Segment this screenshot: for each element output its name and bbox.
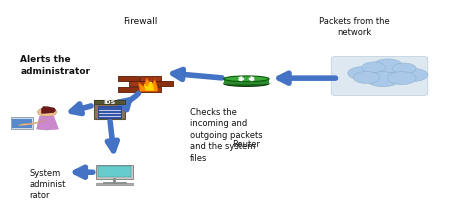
Text: System
administ
rator: System administ rator	[30, 169, 66, 200]
Circle shape	[366, 72, 400, 87]
FancyBboxPatch shape	[12, 119, 32, 128]
Text: Router: Router	[232, 140, 260, 149]
FancyBboxPatch shape	[11, 117, 34, 129]
FancyBboxPatch shape	[94, 100, 125, 119]
Bar	[118, 87, 139, 92]
Circle shape	[392, 63, 416, 74]
Polygon shape	[36, 117, 58, 130]
Ellipse shape	[224, 76, 269, 82]
Ellipse shape	[224, 81, 269, 87]
Circle shape	[358, 64, 398, 82]
FancyBboxPatch shape	[94, 100, 125, 104]
Polygon shape	[138, 78, 158, 92]
Bar	[152, 81, 173, 86]
FancyBboxPatch shape	[96, 165, 133, 179]
Circle shape	[348, 67, 376, 80]
Bar	[140, 87, 161, 92]
Circle shape	[400, 68, 428, 81]
FancyBboxPatch shape	[331, 57, 428, 95]
Text: IDS: IDS	[104, 100, 116, 105]
FancyBboxPatch shape	[98, 106, 121, 118]
Text: Firewall: Firewall	[123, 16, 157, 26]
Circle shape	[37, 108, 56, 117]
Bar	[129, 81, 150, 86]
Text: Checks the
incoming and
outgoing packets
and the system
files: Checks the incoming and outgoing packets…	[190, 108, 263, 163]
FancyBboxPatch shape	[99, 166, 130, 177]
Bar	[140, 76, 161, 81]
Circle shape	[381, 64, 414, 79]
FancyBboxPatch shape	[96, 183, 133, 185]
Circle shape	[354, 71, 380, 84]
Circle shape	[373, 59, 403, 73]
Polygon shape	[41, 106, 55, 113]
Circle shape	[362, 62, 385, 73]
Polygon shape	[144, 81, 154, 91]
Circle shape	[388, 72, 416, 85]
Polygon shape	[18, 120, 46, 126]
Text: Alerts the
administrator: Alerts the administrator	[20, 55, 90, 76]
Text: Packets from the
network: Packets from the network	[319, 16, 390, 37]
Bar	[224, 79, 269, 84]
Bar	[118, 76, 139, 81]
